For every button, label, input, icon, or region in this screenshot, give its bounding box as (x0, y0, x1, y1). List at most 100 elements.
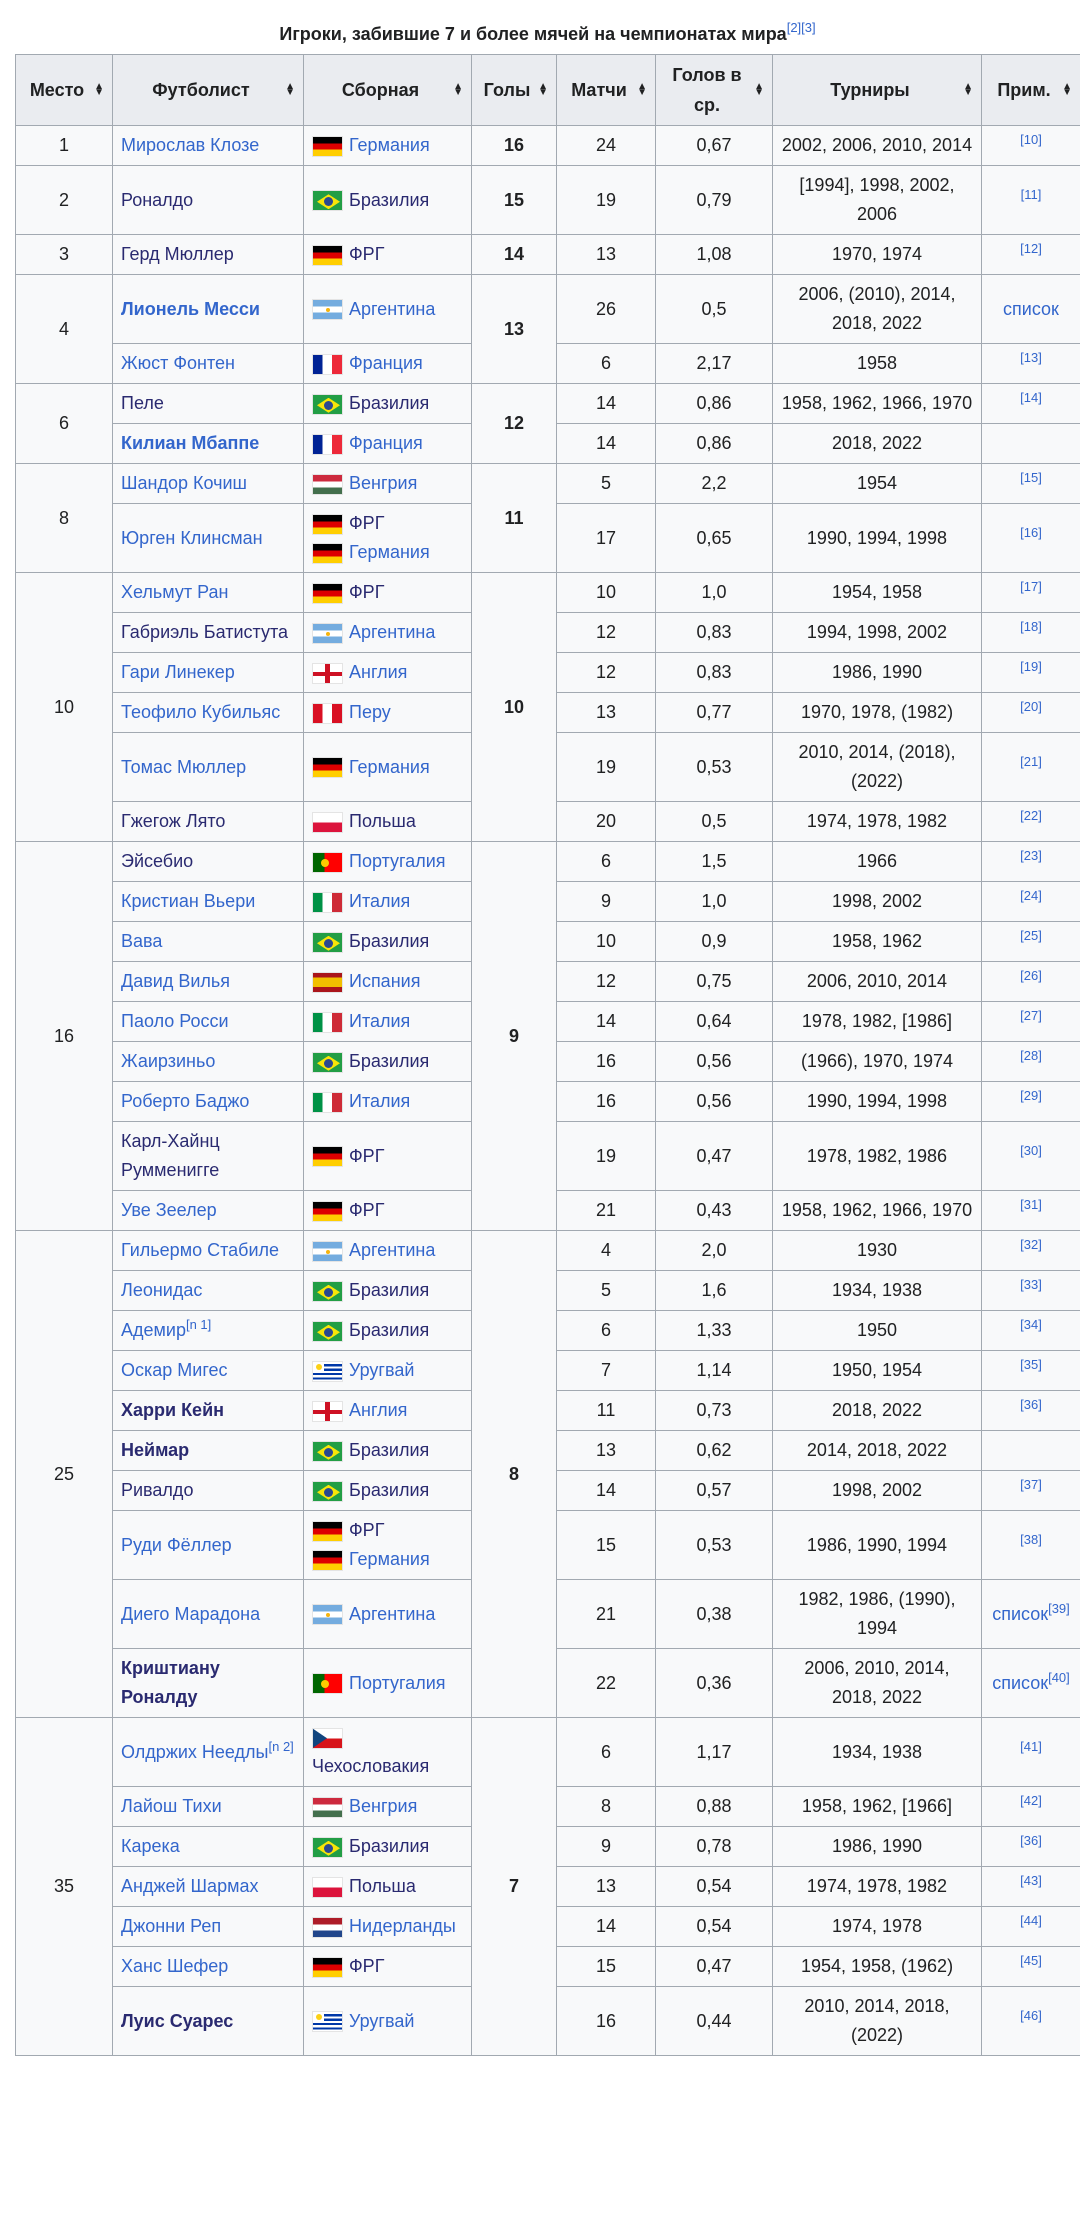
reference-link[interactable]: [14] (1020, 390, 1042, 405)
player-link[interactable]: Ривалдо (121, 1480, 193, 1500)
reference-link[interactable]: [18] (1020, 619, 1042, 634)
reference-link[interactable]: [17] (1020, 579, 1042, 594)
reference-link[interactable]: [32] (1020, 1237, 1042, 1252)
team-link[interactable]: Германия (349, 757, 430, 777)
player-link[interactable]: Кристиан Вьери (121, 891, 255, 911)
player-link[interactable]: Руди Фёллер (121, 1535, 232, 1555)
reference-link[interactable]: [40] (1048, 1670, 1070, 1685)
team-link[interactable]: Франция (349, 353, 423, 373)
team-link[interactable]: Бразилия (349, 1280, 429, 1300)
player-link[interactable]: Жаирзиньо (121, 1051, 215, 1071)
reference-link[interactable]: [23] (1020, 848, 1042, 863)
reference-link[interactable]: [43] (1020, 1873, 1042, 1888)
column-header-place[interactable]: Место▲▼ (16, 55, 113, 126)
team-link[interactable]: ФРГ (349, 1146, 384, 1166)
team-link[interactable]: ФРГ (349, 1956, 384, 1976)
player-link[interactable]: Шандор Кочиш (121, 473, 247, 493)
team-link[interactable]: Чехословакия (312, 1756, 429, 1776)
reference-link[interactable]: [31] (1020, 1197, 1042, 1212)
player-link[interactable]: Хельмут Ран (121, 582, 228, 602)
player-link[interactable]: Гжегож Лято (121, 811, 225, 831)
player-link[interactable]: Давид Вилья (121, 971, 230, 991)
player-link[interactable]: Луис Суарес (121, 2011, 233, 2031)
reference-link[interactable]: [37] (1020, 1477, 1042, 1492)
reference-link[interactable]: [20] (1020, 699, 1042, 714)
player-link[interactable]: Олдржих Неедлы (121, 1742, 268, 1762)
reference-link[interactable]: [24] (1020, 888, 1042, 903)
player-link[interactable]: Криштиану Роналду (121, 1658, 220, 1707)
team-link[interactable]: Бразилия (349, 1051, 429, 1071)
reference-link[interactable]: [10] (1020, 132, 1042, 147)
team-link[interactable]: Германия (349, 135, 430, 155)
player-link[interactable]: Теофило Кубильяс (121, 702, 280, 722)
team-link[interactable]: Венгрия (349, 473, 417, 493)
player-link[interactable]: Юрген Клинсман (121, 528, 263, 548)
player-link[interactable]: Леонидас (121, 1280, 202, 1300)
team-link[interactable]: Нидерланды (349, 1916, 456, 1936)
reference-link[interactable]: [25] (1020, 928, 1042, 943)
team-link[interactable]: Бразилия (349, 931, 429, 951)
reference-link[interactable]: [39] (1048, 1601, 1070, 1616)
reference-link[interactable]: [36] (1020, 1833, 1042, 1848)
reference-link[interactable]: [19] (1020, 659, 1042, 674)
reference-link[interactable]: [30] (1020, 1143, 1042, 1158)
team-link[interactable]: Бразилия (349, 1836, 429, 1856)
team-link[interactable]: Италия (349, 891, 410, 911)
team-link[interactable]: ФРГ (349, 1200, 384, 1220)
sort-arrows-icon[interactable]: ▲▼ (538, 84, 548, 96)
sort-arrows-icon[interactable]: ▲▼ (453, 84, 463, 96)
team-link[interactable]: Аргентина (349, 1240, 435, 1260)
sort-arrows-icon[interactable]: ▲▼ (94, 84, 104, 96)
player-link[interactable]: Паоло Росси (121, 1011, 229, 1031)
sort-arrows-icon[interactable]: ▲▼ (754, 84, 764, 96)
player-link[interactable]: Джонни Реп (121, 1916, 221, 1936)
player-link[interactable]: Габриэль Батистута (121, 622, 288, 642)
team-link[interactable]: Германия (349, 542, 430, 562)
player-link[interactable]: Карека (121, 1836, 180, 1856)
team-link[interactable]: Бразилия (349, 1320, 429, 1340)
player-link[interactable]: Роналдо (121, 190, 193, 210)
reference-link[interactable]: [41] (1020, 1739, 1042, 1754)
sort-arrows-icon[interactable]: ▲▼ (1062, 84, 1072, 96)
player-link[interactable]: Гильермо Стабиле (121, 1240, 279, 1260)
reference-link[interactable]: [12] (1020, 241, 1042, 256)
team-link[interactable]: ФРГ (349, 582, 384, 602)
footnote-link[interactable]: [n 2] (268, 1739, 293, 1754)
reference-link[interactable]: [34] (1020, 1317, 1042, 1332)
team-link[interactable]: Англия (349, 662, 407, 682)
player-link[interactable]: Неймар (121, 1440, 189, 1460)
player-link[interactable]: Гари Линекер (121, 662, 235, 682)
player-link[interactable]: Уве Зеелер (121, 1200, 217, 1220)
player-link[interactable]: Харри Кейн (121, 1400, 224, 1420)
player-link[interactable]: Оскар Мигес (121, 1360, 228, 1380)
team-link[interactable]: Португалия (349, 1673, 446, 1693)
team-link[interactable]: Бразилия (349, 1440, 429, 1460)
column-header-team[interactable]: Сборная▲▼ (304, 55, 472, 126)
player-link[interactable]: Анджей Шармах (121, 1876, 258, 1896)
team-link[interactable]: Бразилия (349, 190, 429, 210)
team-link[interactable]: Португалия (349, 851, 446, 871)
sort-arrows-icon[interactable]: ▲▼ (285, 84, 295, 96)
reference-link[interactable]: [22] (1020, 808, 1042, 823)
column-header-avg[interactable]: Голов в ср.▲▼ (656, 55, 773, 126)
column-header-player[interactable]: Футболист▲▼ (113, 55, 304, 126)
reference-link[interactable]: [35] (1020, 1357, 1042, 1372)
reference-link[interactable]: [29] (1020, 1088, 1042, 1103)
team-link[interactable]: ФРГ (349, 244, 384, 264)
footnote-link[interactable]: [n 1] (186, 1317, 211, 1332)
team-link[interactable]: Бразилия (349, 393, 429, 413)
reference-link[interactable]: [33] (1020, 1277, 1042, 1292)
player-link[interactable]: Диего Марадона (121, 1604, 260, 1624)
player-link[interactable]: Жюст Фонтен (121, 353, 235, 373)
list-link[interactable]: список (992, 1604, 1048, 1624)
player-link[interactable]: Лайош Тихи (121, 1796, 222, 1816)
list-link[interactable]: список (1003, 299, 1059, 319)
team-link[interactable]: Аргентина (349, 299, 435, 319)
team-link[interactable]: Польша (349, 1876, 416, 1896)
reference-link[interactable]: [38] (1020, 1532, 1042, 1547)
team-link[interactable]: Польша (349, 811, 416, 831)
team-link[interactable]: Испания (349, 971, 420, 991)
reference-link[interactable]: [13] (1020, 350, 1042, 365)
column-header-matches[interactable]: Матчи▲▼ (557, 55, 656, 126)
player-link[interactable]: Карл-Хайнц Румменигге (121, 1131, 220, 1180)
